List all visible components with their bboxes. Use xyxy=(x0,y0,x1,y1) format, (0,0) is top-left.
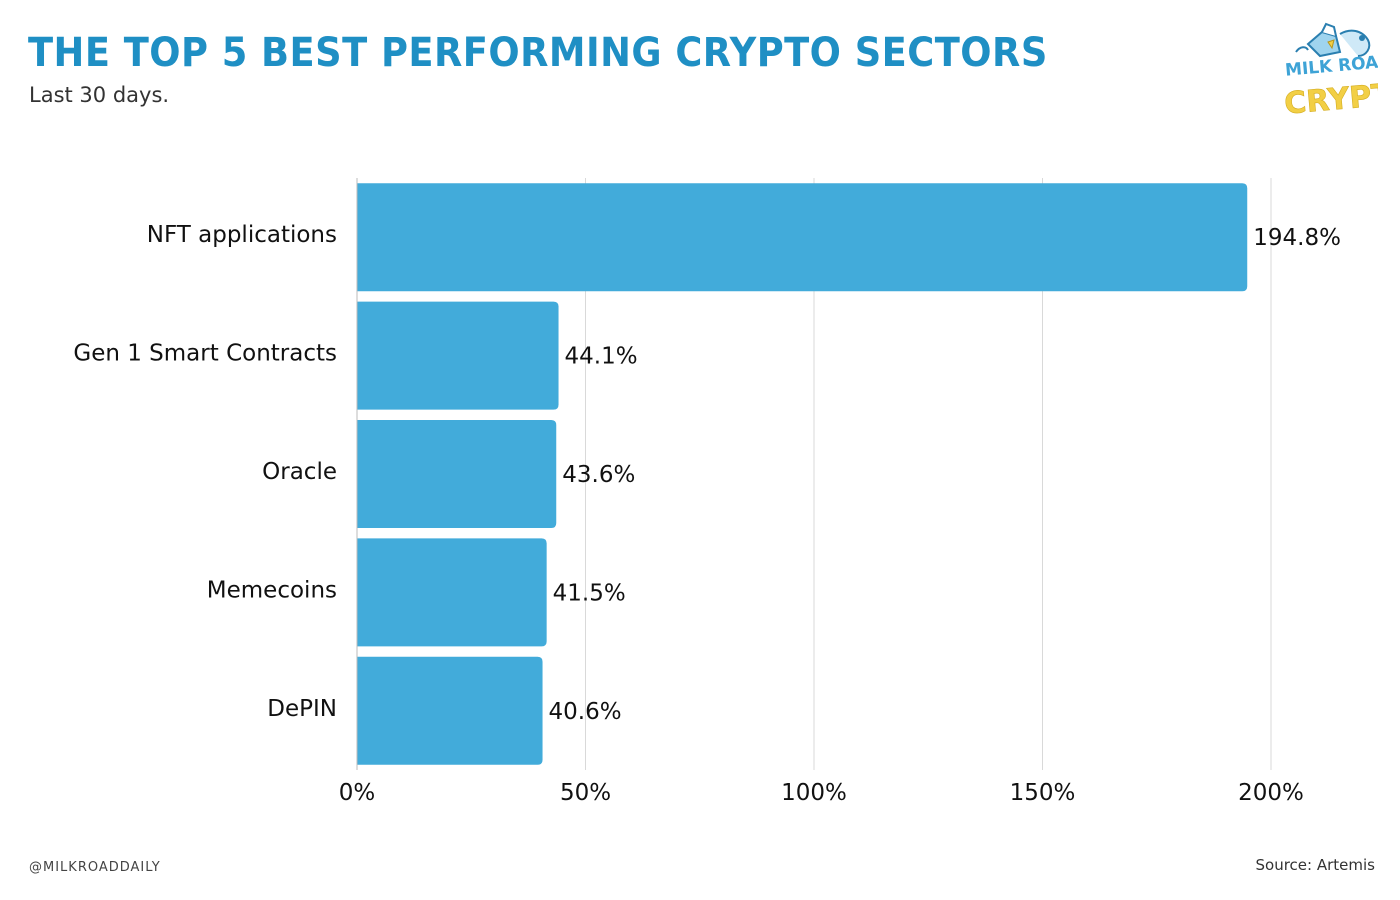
x-tick-label: 150% xyxy=(1010,780,1076,806)
x-tick-label: 50% xyxy=(560,780,611,806)
page-subtitle: Last 30 days. xyxy=(29,83,170,107)
social-handle: @MILKROADDAILY xyxy=(29,860,161,875)
data-label: 40.6% xyxy=(549,699,622,725)
bar xyxy=(357,301,559,410)
x-tick-label: 100% xyxy=(781,780,847,806)
bar xyxy=(357,538,547,647)
category-label: Gen 1 Smart Contracts xyxy=(73,341,337,367)
category-label: NFT applications xyxy=(147,222,337,248)
category-label: Oracle xyxy=(262,459,337,485)
bar xyxy=(357,183,1248,292)
data-label: 194.8% xyxy=(1253,225,1341,251)
data-label: 44.1% xyxy=(565,344,638,370)
source-note: Source: Artemis xyxy=(1255,856,1375,874)
data-label: 43.6% xyxy=(562,462,635,488)
milk-carton-icon xyxy=(1295,22,1371,58)
bar xyxy=(357,656,543,765)
category-label: DePIN xyxy=(267,696,337,722)
milk-road-logo: MILK ROAD CRYPTO xyxy=(1283,22,1378,122)
data-label: 41.5% xyxy=(553,580,626,606)
x-tick-label: 200% xyxy=(1238,780,1304,806)
category-label: Memecoins xyxy=(207,577,337,603)
page-title: THE TOP 5 BEST PERFORMING CRYPTO SECTORS xyxy=(28,30,1048,76)
x-tick-label: 0% xyxy=(339,780,376,806)
bar xyxy=(357,420,557,528)
